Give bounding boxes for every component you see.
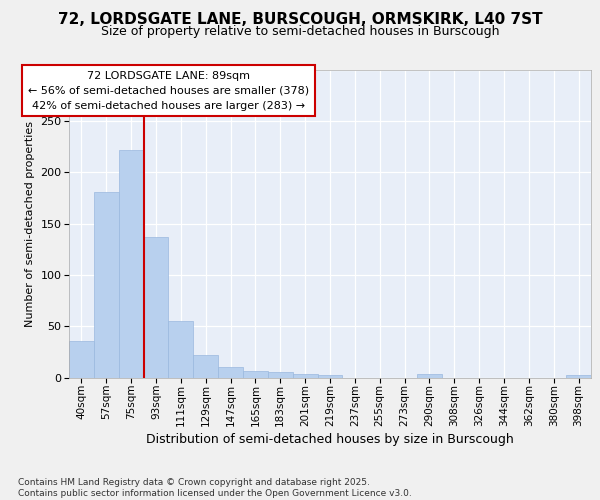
Bar — [193, 355, 218, 378]
Bar — [169, 321, 193, 378]
Text: Contains HM Land Registry data © Crown copyright and database right 2025.
Contai: Contains HM Land Registry data © Crown c… — [18, 478, 412, 498]
Text: 72 LORDSGATE LANE: 89sqm
← 56% of semi-detached houses are smaller (378)
42% of : 72 LORDSGATE LANE: 89sqm ← 56% of semi-d… — [28, 71, 309, 110]
X-axis label: Distribution of semi-detached houses by size in Burscough: Distribution of semi-detached houses by … — [146, 433, 514, 446]
Bar — [218, 367, 243, 378]
Bar — [293, 374, 317, 378]
Bar — [317, 376, 343, 378]
Bar — [566, 376, 591, 378]
Bar — [243, 372, 268, 378]
Bar — [119, 150, 143, 378]
Bar — [94, 192, 119, 378]
Bar — [417, 374, 442, 378]
Bar — [69, 340, 94, 378]
Text: Size of property relative to semi-detached houses in Burscough: Size of property relative to semi-detach… — [101, 25, 499, 38]
Bar — [143, 237, 169, 378]
Bar — [268, 372, 293, 378]
Y-axis label: Number of semi-detached properties: Number of semi-detached properties — [25, 120, 35, 327]
Text: 72, LORDSGATE LANE, BURSCOUGH, ORMSKIRK, L40 7ST: 72, LORDSGATE LANE, BURSCOUGH, ORMSKIRK,… — [58, 12, 542, 28]
